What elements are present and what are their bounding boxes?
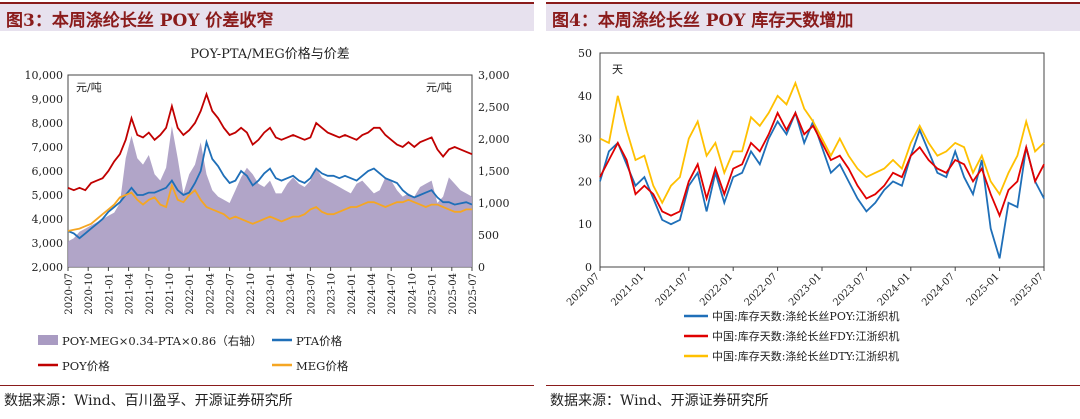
y-left-tick-label: 3,000	[32, 237, 64, 250]
x-tick-label: 2020-07	[64, 273, 75, 315]
right-axis-unit: 元/吨	[426, 81, 452, 94]
y-left-tick-label: 5,000	[32, 189, 64, 202]
x-tick-label: 2021-01	[104, 273, 115, 315]
y-left-tick-label: 4,000	[32, 213, 64, 226]
y-tick-label: 10	[578, 218, 592, 231]
series-line-fdy-inventory	[599, 110, 1045, 219]
chart-title: POY-PTA/MEG价格与价差	[190, 46, 350, 62]
figure-3-source: 数据来源：Wind、百川盈孚、开源证券研究所	[4, 393, 293, 409]
x-tick-label: 2021-07	[654, 271, 691, 308]
x-tick-label: 2024-10	[407, 273, 418, 315]
x-tick-label: 2021-07	[145, 273, 156, 315]
x-tick-label: 2023-10	[327, 273, 338, 315]
plot-frame	[599, 52, 1045, 268]
y-tick-label: 20	[578, 175, 592, 188]
figure-4-panel: 图4：本周涤纶长丝 POY 库存天数增加 天 0 10 20 30 40 50 2020-07…	[546, 0, 1080, 419]
y-tick-label: 0	[585, 261, 592, 274]
y-left-tick-label: 8,000	[32, 117, 64, 130]
y-tick-label: 40	[578, 90, 592, 103]
x-tick-label: 2022-01	[698, 271, 735, 308]
x-tick-label: 2024-01	[347, 273, 358, 315]
x-tick-label: 2022-04	[205, 273, 216, 315]
legend-poy-label: 中国:库存天数:涤纶长丝POY:江浙织机	[712, 309, 899, 323]
y-right-tick-label: 0	[478, 261, 485, 274]
x-tick-label: 2022-01	[185, 273, 196, 315]
x-tick-label: 2022-07	[226, 273, 237, 315]
x-tick-label: 2020-10	[84, 273, 95, 315]
y-right-tick-label: 1,000	[478, 197, 510, 210]
series-line-pta	[67, 138, 473, 240]
x-tick-label: 2023-07	[831, 271, 868, 308]
figure-4-source: 数据来源：Wind、开源证券研究所	[550, 393, 769, 409]
legend-dty-label: 中国:库存天数:涤纶长丝DTY:江浙织机	[712, 349, 899, 363]
x-tick-label: 2021-10	[165, 273, 176, 315]
left-axis-unit: 元/吨	[76, 81, 102, 94]
legend-poy-label: POY价格	[62, 359, 110, 373]
x-tick-label: 2022-07	[743, 271, 780, 308]
series-line-poy	[67, 91, 473, 192]
y-right-tick-label: 500	[478, 229, 499, 242]
y-left-tick-label: 9,000	[32, 93, 64, 106]
x-tick-label: 2024-07	[387, 273, 398, 315]
legend-fdy-label: 中国:库存天数:涤纶长丝FDY:江浙织机	[712, 329, 899, 343]
y-right-tick-label: 2,500	[478, 101, 510, 114]
series-line-meg	[67, 182, 472, 232]
y-tick-label: 30	[578, 133, 592, 146]
figure-3-title: 图3：本周涤纶长丝 POY 价差收窄	[0, 2, 534, 31]
x-tick-label: 2023-04	[286, 273, 297, 315]
x-tick-label: 2024-07	[920, 271, 957, 308]
figure-4-title: 图4：本周涤纶长丝 POY 库存天数增加	[546, 2, 1080, 31]
x-tick-label: 2025-07	[468, 273, 479, 315]
y-right-tick-label: 2,000	[478, 133, 510, 146]
y-axis-unit: 天	[612, 63, 623, 76]
legend-meg-label: MEG价格	[296, 359, 349, 373]
series-line-poy-inventory	[599, 110, 1045, 259]
x-tick-label: 2024-04	[367, 273, 378, 315]
x-tick-label: 2023-07	[306, 273, 317, 315]
series-line-dty-inventory	[599, 80, 1045, 205]
x-tick-label: 2025-01	[965, 271, 1002, 308]
legend-pta-label: PTA价格	[296, 334, 343, 348]
y-left-tick-label: 7,000	[32, 141, 64, 154]
figure-3-panel: 图3：本周涤纶长丝 POY 价差收窄 POY-PTA/MEG价格与价差元/吨 元/…	[0, 0, 534, 419]
legend-spread-label: POY-MEG×0.34-PTA×0.86（右轴）	[62, 334, 262, 348]
figure-3-divider	[0, 385, 534, 386]
y-left-tick-label: 2,000	[32, 261, 64, 274]
x-tick-label: 2025-04	[448, 273, 459, 315]
figure-4-chart: 天 0 10 20 30 40 50 2020-07 2021-01 2021-07 2022-01…	[565, 47, 1046, 363]
legend-spread-swatch	[38, 335, 58, 345]
x-tick-label: 2021-01	[609, 271, 646, 308]
x-tick-label: 2023-01	[787, 271, 824, 308]
figure-4-divider	[546, 385, 1080, 386]
x-tick-label: 2020-07	[565, 271, 602, 308]
x-tick-label: 2023-01	[266, 273, 277, 315]
x-tick-label: 2025-01	[428, 273, 439, 315]
x-tick-label: 2022-10	[246, 273, 257, 315]
x-tick-label: 2021-04	[125, 273, 136, 315]
x-tick-label: 2025-07	[1009, 271, 1046, 308]
y-left-tick-label: 10,000	[25, 69, 64, 82]
x-tick-label: 2024-01	[876, 271, 913, 308]
y-right-tick-label: 3,000	[478, 69, 510, 82]
series-area-spread	[68, 126, 472, 267]
y-left-tick-label: 6,000	[32, 165, 64, 178]
y-tick-label: 50	[578, 47, 592, 60]
y-right-tick-label: 1,500	[478, 165, 510, 178]
